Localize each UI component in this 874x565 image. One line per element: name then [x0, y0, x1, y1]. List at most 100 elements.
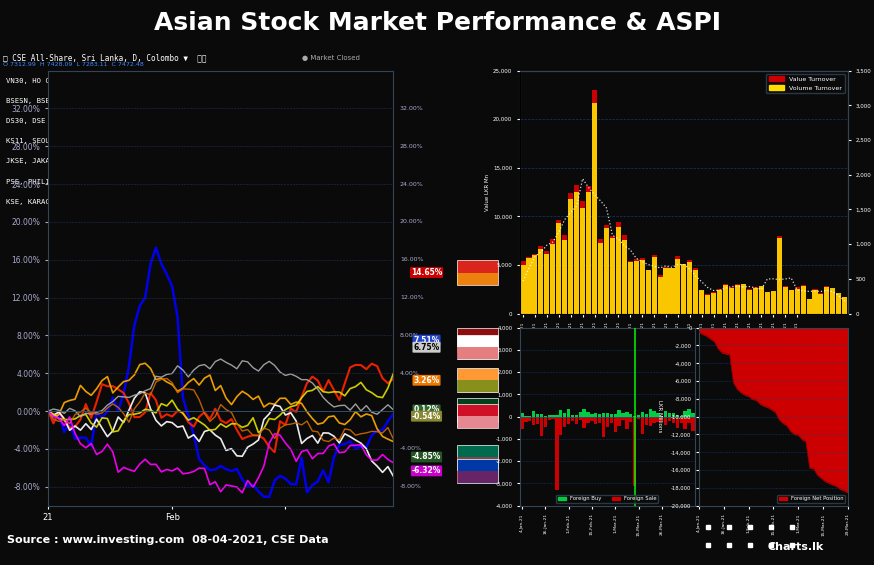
FancyBboxPatch shape	[119, 154, 129, 169]
Bar	[606, 417, 609, 427]
Bar	[801, 286, 806, 314]
FancyBboxPatch shape	[457, 471, 498, 483]
FancyBboxPatch shape	[457, 398, 498, 422]
FancyBboxPatch shape	[457, 340, 498, 352]
Bar	[741, 284, 746, 314]
Bar	[520, 414, 524, 417]
Bar	[536, 414, 539, 417]
Bar	[794, 289, 800, 314]
Bar	[687, 262, 692, 314]
Text: O 7312.99  H 7428.09  L 7283.11  C 7472.48: O 7312.99 H 7428.09 L 7283.11 C 7472.48	[3, 62, 143, 67]
Bar	[598, 239, 603, 314]
Bar	[645, 417, 648, 425]
Bar	[586, 417, 590, 423]
Bar	[765, 292, 770, 314]
FancyBboxPatch shape	[142, 133, 153, 149]
Bar	[794, 287, 800, 314]
Bar	[660, 416, 663, 417]
FancyBboxPatch shape	[457, 457, 498, 469]
Bar	[777, 238, 781, 314]
Bar	[652, 257, 656, 314]
Text: 20.00%: 20.00%	[400, 219, 424, 224]
Legend: Value Turnover, Volume Turnover: Value Turnover, Volume Turnover	[766, 74, 844, 93]
Text: 7.51%: 7.51%	[413, 336, 440, 345]
Bar	[575, 417, 578, 424]
Bar	[634, 259, 639, 314]
Bar	[741, 286, 746, 314]
Bar	[567, 409, 570, 417]
Bar	[582, 417, 586, 428]
Bar	[783, 285, 787, 314]
Bar	[830, 288, 836, 314]
Text: 4.00%: 4.00%	[400, 371, 420, 376]
FancyBboxPatch shape	[457, 368, 498, 393]
Bar	[544, 417, 547, 427]
FancyBboxPatch shape	[457, 459, 498, 483]
Bar	[759, 286, 764, 314]
Bar	[586, 186, 591, 314]
Bar	[520, 417, 524, 429]
FancyBboxPatch shape	[142, 194, 153, 210]
Bar	[683, 411, 687, 417]
Bar	[621, 417, 625, 420]
FancyBboxPatch shape	[142, 174, 153, 189]
Text: -4.00%: -4.00%	[400, 446, 422, 451]
FancyBboxPatch shape	[457, 328, 498, 352]
Bar	[582, 408, 586, 417]
Text: DS30, DSE ▼: DS30, DSE ▼	[6, 118, 54, 124]
Text: KS11, SEOUL ▼: KS11, SEOUL ▼	[6, 138, 63, 144]
Bar	[524, 416, 528, 417]
Bar	[579, 417, 582, 420]
Bar	[637, 417, 640, 419]
FancyBboxPatch shape	[131, 93, 142, 108]
Bar	[836, 294, 842, 314]
Bar	[663, 268, 669, 314]
Text: 3143.26: 3143.26	[163, 137, 198, 146]
Bar	[788, 290, 794, 314]
Bar	[528, 415, 531, 417]
Bar	[551, 417, 555, 419]
Bar	[669, 268, 675, 314]
Bar	[621, 412, 625, 417]
Bar	[753, 288, 758, 314]
Text: 143.80: 143.80	[163, 177, 192, 186]
Bar	[563, 414, 566, 417]
Bar	[633, 417, 636, 486]
Bar	[676, 256, 681, 314]
Bar	[669, 268, 675, 314]
Bar	[526, 257, 531, 314]
FancyBboxPatch shape	[131, 73, 142, 89]
Text: -8.00%: -8.00%	[400, 484, 422, 489]
Bar	[551, 239, 555, 314]
Bar	[843, 297, 847, 314]
FancyBboxPatch shape	[131, 174, 142, 189]
Bar	[691, 417, 695, 431]
Bar	[563, 417, 566, 427]
Bar	[544, 416, 547, 417]
Bar	[590, 414, 593, 417]
Bar	[610, 417, 613, 424]
FancyBboxPatch shape	[119, 93, 129, 108]
Bar	[532, 417, 535, 425]
Bar	[640, 260, 645, 314]
Bar	[616, 227, 621, 314]
Text: 16.00%: 16.00%	[400, 257, 423, 262]
Bar	[788, 290, 794, 314]
Bar	[571, 417, 574, 421]
FancyBboxPatch shape	[457, 416, 498, 428]
Bar	[711, 292, 716, 314]
Text: 1251.81: 1251.81	[163, 76, 198, 85]
Bar	[641, 417, 644, 434]
Bar	[568, 193, 573, 314]
Bar	[729, 288, 734, 314]
Bar	[555, 417, 558, 490]
Bar	[521, 262, 525, 314]
Bar	[606, 414, 609, 417]
Bar	[683, 417, 687, 429]
Text: 1990.39: 1990.39	[163, 116, 198, 125]
Bar	[592, 103, 597, 314]
Text: 6.75%: 6.75%	[413, 343, 440, 352]
Bar	[652, 411, 656, 417]
Bar	[562, 240, 567, 314]
Bar	[551, 415, 555, 417]
